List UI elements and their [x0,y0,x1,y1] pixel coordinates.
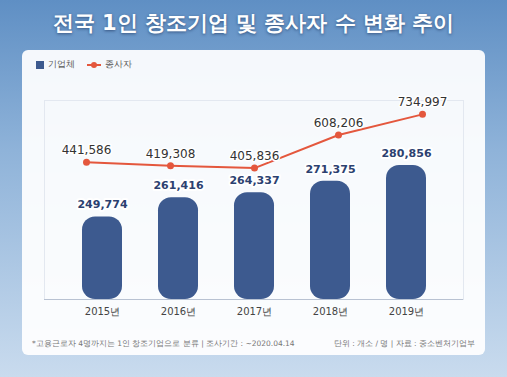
html-text:*고용근로자 4명까지는 1인 창조기업으로 분류 | 조사: *고용근로자 4명까지는 1인 창조기업으로 분류 | 조사기간 : ~2020… [32,339,295,348]
svg-text:419,308: 419,308 [146,147,196,161]
svg-text:2017년: 2017년 [237,306,272,317]
svg-text:2016년: 2016년 [161,306,196,317]
html-text:종사자: 종사자 [105,59,132,69]
svg-text:2018년: 2018년 [313,306,348,317]
svg-text:734,997: 734,997 [398,95,448,109]
html-text:전국 1인 창조기업 및 종사자 수 변화 추이: 전국 1인 창조기업 및 종사자 수 변화 추이 [52,11,455,35]
svg-text:2019년: 2019년 [389,306,424,317]
html-text:기업체: 기업체 [48,59,75,69]
svg-text:280,856: 280,856 [381,147,431,160]
svg-text:261,416: 261,416 [153,179,203,192]
svg-text:405,836: 405,836 [230,149,280,163]
svg-text:264,337: 264,337 [229,174,279,187]
svg-text:608,206: 608,206 [314,116,364,130]
svg-text:2015년: 2015년 [85,306,120,317]
svg-text:249,774: 249,774 [77,198,127,211]
svg-text:271,375: 271,375 [305,163,355,176]
svg-text:441,586: 441,586 [62,143,112,157]
html-text:단위 : 개소 / 명 | 자료 : 중소벤처기업부: 단위 : 개소 / 명 | 자료 : 중소벤처기업부 [333,339,475,348]
